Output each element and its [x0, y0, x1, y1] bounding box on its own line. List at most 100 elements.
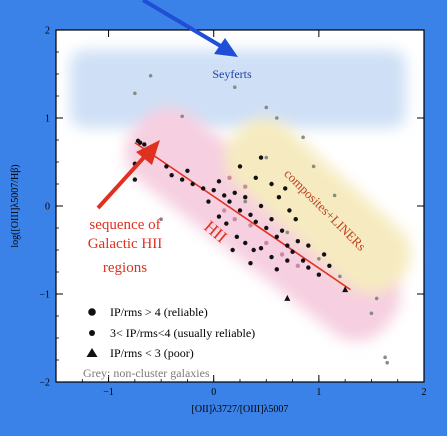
data-point-dark — [206, 199, 211, 204]
data-point-pink — [222, 208, 227, 213]
data-point-grey — [369, 311, 374, 316]
data-point-dark — [321, 252, 327, 257]
sequence-annotation: sequence of Galactic HII regions — [88, 140, 163, 276]
data-points — [132, 73, 390, 365]
data-point-dark — [276, 195, 282, 200]
data-point-grey — [383, 355, 387, 360]
data-point-dark — [306, 243, 311, 248]
data-point-grey — [332, 193, 337, 198]
y-tick-label: 1 — [45, 114, 50, 125]
data-point-dark — [279, 228, 285, 233]
data-point-pink — [227, 175, 232, 181]
data-point-dark — [285, 243, 290, 248]
hii-sequence-line — [134, 141, 351, 291]
data-point-dark — [306, 265, 311, 270]
sequence-text-line-2: Galactic HII — [88, 236, 163, 252]
data-point-grey — [159, 217, 163, 221]
legend-note: Grey: non-cluster galaxies — [83, 366, 210, 380]
data-point-dark — [300, 258, 306, 263]
data-point-grey — [385, 360, 390, 365]
legend-label-poor: IP/rms < 3 (poor) — [110, 346, 194, 360]
data-point-grey — [374, 296, 379, 301]
data-point-grey — [264, 105, 269, 110]
data-point-grey — [264, 155, 269, 160]
data-point-dark — [243, 240, 248, 246]
sequence-text-line-1: sequence of — [89, 217, 160, 233]
data-point-dark — [216, 214, 222, 219]
data-point-dark — [269, 181, 274, 187]
data-point-grey — [275, 116, 279, 120]
y-axis-ticks: −2 −1 0 1 2 — [39, 26, 424, 389]
data-point-dark — [211, 187, 216, 193]
data-point-grey — [338, 274, 342, 279]
data-point-dark — [253, 219, 258, 225]
legend-marker-usually-reliable — [89, 330, 95, 336]
data-point-dark — [295, 239, 301, 244]
data-point-dark — [269, 217, 274, 222]
data-point-dark — [164, 164, 169, 169]
liner-region — [224, 118, 412, 294]
data-point-dark — [190, 181, 195, 187]
data-point-dark — [274, 267, 279, 272]
data-point-grey — [232, 85, 237, 89]
x-axis-label: [OII]λ3727/[OIII]λ5007 — [192, 404, 289, 415]
data-point-dark — [232, 190, 237, 195]
hii-region — [125, 107, 401, 342]
data-point-dark — [248, 212, 253, 217]
data-point-dark — [316, 272, 322, 277]
data-point-grey — [180, 114, 184, 119]
seyfert-arrow — [141, 0, 238, 57]
data-point-dark — [253, 175, 258, 181]
data-point-dark — [237, 164, 243, 169]
data-point-dark — [283, 186, 288, 191]
data-point-dark — [293, 217, 298, 222]
data-point-grey — [285, 230, 290, 235]
data-point-dark — [216, 179, 222, 184]
data-point-grey — [317, 257, 321, 261]
sequence-arrow-head — [136, 140, 160, 165]
y-tick-label: −1 — [39, 290, 50, 301]
data-point-dark — [227, 199, 232, 204]
legend-marker-reliable — [88, 308, 96, 316]
data-point-dark — [169, 173, 174, 178]
data-point-dark — [274, 234, 279, 239]
data-point-grey — [301, 135, 305, 140]
data-point-grey — [148, 73, 153, 78]
legend-marker-poor — [86, 348, 98, 357]
seyfert-arrow-shaft — [141, 0, 226, 50]
y-tick-label: −2 — [39, 378, 50, 389]
sequence-arrow-shaft — [96, 152, 149, 210]
region-backgrounds — [70, 50, 412, 342]
data-point-grey — [311, 164, 316, 169]
data-point-grey — [133, 91, 137, 96]
data-point-dark — [287, 208, 292, 213]
data-point-dark — [179, 177, 185, 182]
data-point-dark — [132, 177, 138, 182]
data-point-dark — [264, 225, 269, 231]
data-point-dark — [258, 246, 264, 251]
data-point-dark — [237, 208, 243, 213]
data-point-dark — [243, 195, 248, 200]
x-tick-label: 1 — [316, 387, 321, 398]
data-point-dark — [137, 140, 143, 145]
data-point-dark — [258, 155, 264, 160]
data-point-pink — [295, 263, 301, 269]
data-point-pink — [243, 184, 248, 189]
legend-label-reliable: IP/rms > 4 (reliable) — [110, 305, 208, 319]
seyfert-label: Seyferts — [212, 67, 252, 81]
data-point-dark — [269, 254, 274, 260]
data-point-triangle — [342, 286, 349, 293]
data-point-dark — [248, 261, 253, 266]
x-tick-label: 0 — [211, 387, 216, 398]
seyfert-arrow-head — [214, 38, 238, 57]
legend: IP/rms > 4 (reliable) 3< IP/rms<4 (usual… — [83, 305, 255, 380]
data-point-grey — [243, 199, 248, 204]
data-point-dark — [258, 203, 264, 209]
data-point-pink — [264, 240, 269, 246]
data-point-pink — [248, 223, 253, 228]
data-point-dark — [224, 221, 229, 226]
data-point-dark — [185, 168, 190, 173]
x-tick-label: 2 — [422, 387, 427, 398]
